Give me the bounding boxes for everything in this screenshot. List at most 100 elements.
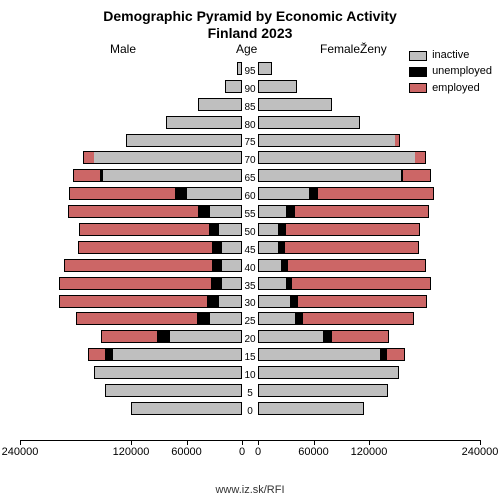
female-bar [258,348,405,361]
male-column-label: Male [110,42,136,56]
female-bar [258,277,431,290]
female-bar [258,384,388,397]
pyramid-row: 30 [20,293,480,311]
male-bar [68,205,242,218]
segment-inactive [258,187,309,200]
segment-inactive [166,116,242,129]
male-bar [59,295,242,308]
age-tick-label: 15 [244,352,255,363]
male-bar [131,402,242,415]
x-tick-label: 120000 [113,446,150,458]
segment-unemployed [295,312,303,325]
pyramid-row: 45 [20,239,480,257]
segment-inactive [258,277,286,290]
x-tick [480,440,481,445]
segment-employed [298,295,428,308]
segment-employed [318,187,434,200]
segment-employed [79,223,209,236]
segment-unemployed [175,187,186,200]
segment-employed [69,187,175,200]
pyramid-row: 15 [20,346,480,364]
segment-unemployed [207,295,219,308]
age-tick-label: 25 [244,316,255,327]
pyramid-row: 35 [20,275,480,293]
male-bar [94,366,242,379]
x-tick-label: 60000 [171,446,202,458]
pyramid-row: 85 [20,96,480,114]
female-bar [258,330,389,343]
segment-inactive [258,134,395,147]
title-line2: Finland 2023 [0,25,500,42]
segment-inactive [258,384,388,397]
chart-title: Demographic Pyramid by Economic Activity… [0,0,500,42]
segment-inactive [126,134,242,147]
segment-unemployed [105,348,112,361]
age-tick-label: 90 [244,84,255,95]
segment-employed [68,205,198,218]
male-bar [198,98,242,111]
segment-employed [403,169,431,182]
pyramid-row: 75 [20,132,480,150]
female-bar [258,116,360,129]
segment-inactive [258,348,380,361]
male-bar [237,62,242,75]
segment-employed [415,151,426,164]
female-bar [258,151,426,164]
footer-url: www.iz.sk/RFI [0,484,500,496]
female-bar [258,295,427,308]
segment-inactive [258,205,286,218]
demographic-pyramid-chart: Demographic Pyramid by Economic Activity… [0,0,500,500]
female-bar [258,169,431,182]
x-tick [20,440,21,445]
segment-unemployed [198,205,210,218]
female-bar [258,241,419,254]
pyramid-row: 0 [20,400,480,418]
pyramid-row: 25 [20,310,480,328]
pyramid-row: 80 [20,114,480,132]
segment-employed [83,151,94,164]
segment-unemployed [290,295,297,308]
male-bar [69,187,242,200]
age-tick-label: 70 [244,155,255,166]
segment-employed [387,348,406,361]
x-tick-label: 0 [255,446,261,458]
male-bar [225,80,242,93]
segment-employed [285,241,419,254]
segment-inactive [258,241,278,254]
segment-unemployed [323,330,332,343]
x-tick [314,440,315,445]
female-bar [258,205,429,218]
x-axis: 240000120000600000060000120000240000 [20,440,480,470]
age-tick-label: 75 [244,137,255,148]
age-tick-label: 65 [244,173,255,184]
female-bar [258,223,420,236]
x-axis-line [20,440,480,441]
female-bar [258,98,332,111]
pyramid-row: 50 [20,221,480,239]
segment-inactive [222,277,242,290]
male-bar [105,384,242,397]
male-bar [88,348,242,361]
male-bar [59,277,242,290]
segment-inactive [94,366,242,379]
x-tick-label: 0 [239,446,245,458]
segment-unemployed [209,223,219,236]
segment-inactive [131,402,242,415]
pyramid-row: 40 [20,257,480,275]
x-tick [258,440,259,445]
x-tick-label: 240000 [462,446,499,458]
female-bar [258,312,414,325]
male-bar [76,312,242,325]
segment-inactive [225,80,242,93]
female-column-label: FemaleŽeny [320,42,387,56]
pyramid-row: 70 [20,149,480,167]
segment-employed [395,134,401,147]
segment-inactive [187,187,243,200]
segment-unemployed [286,205,295,218]
x-tick [187,440,188,445]
age-tick-label: 60 [244,191,255,202]
segment-employed [288,259,427,272]
male-bar [64,259,242,272]
pyramid-row: 10 [20,364,480,382]
x-tick-label: 240000 [2,446,39,458]
